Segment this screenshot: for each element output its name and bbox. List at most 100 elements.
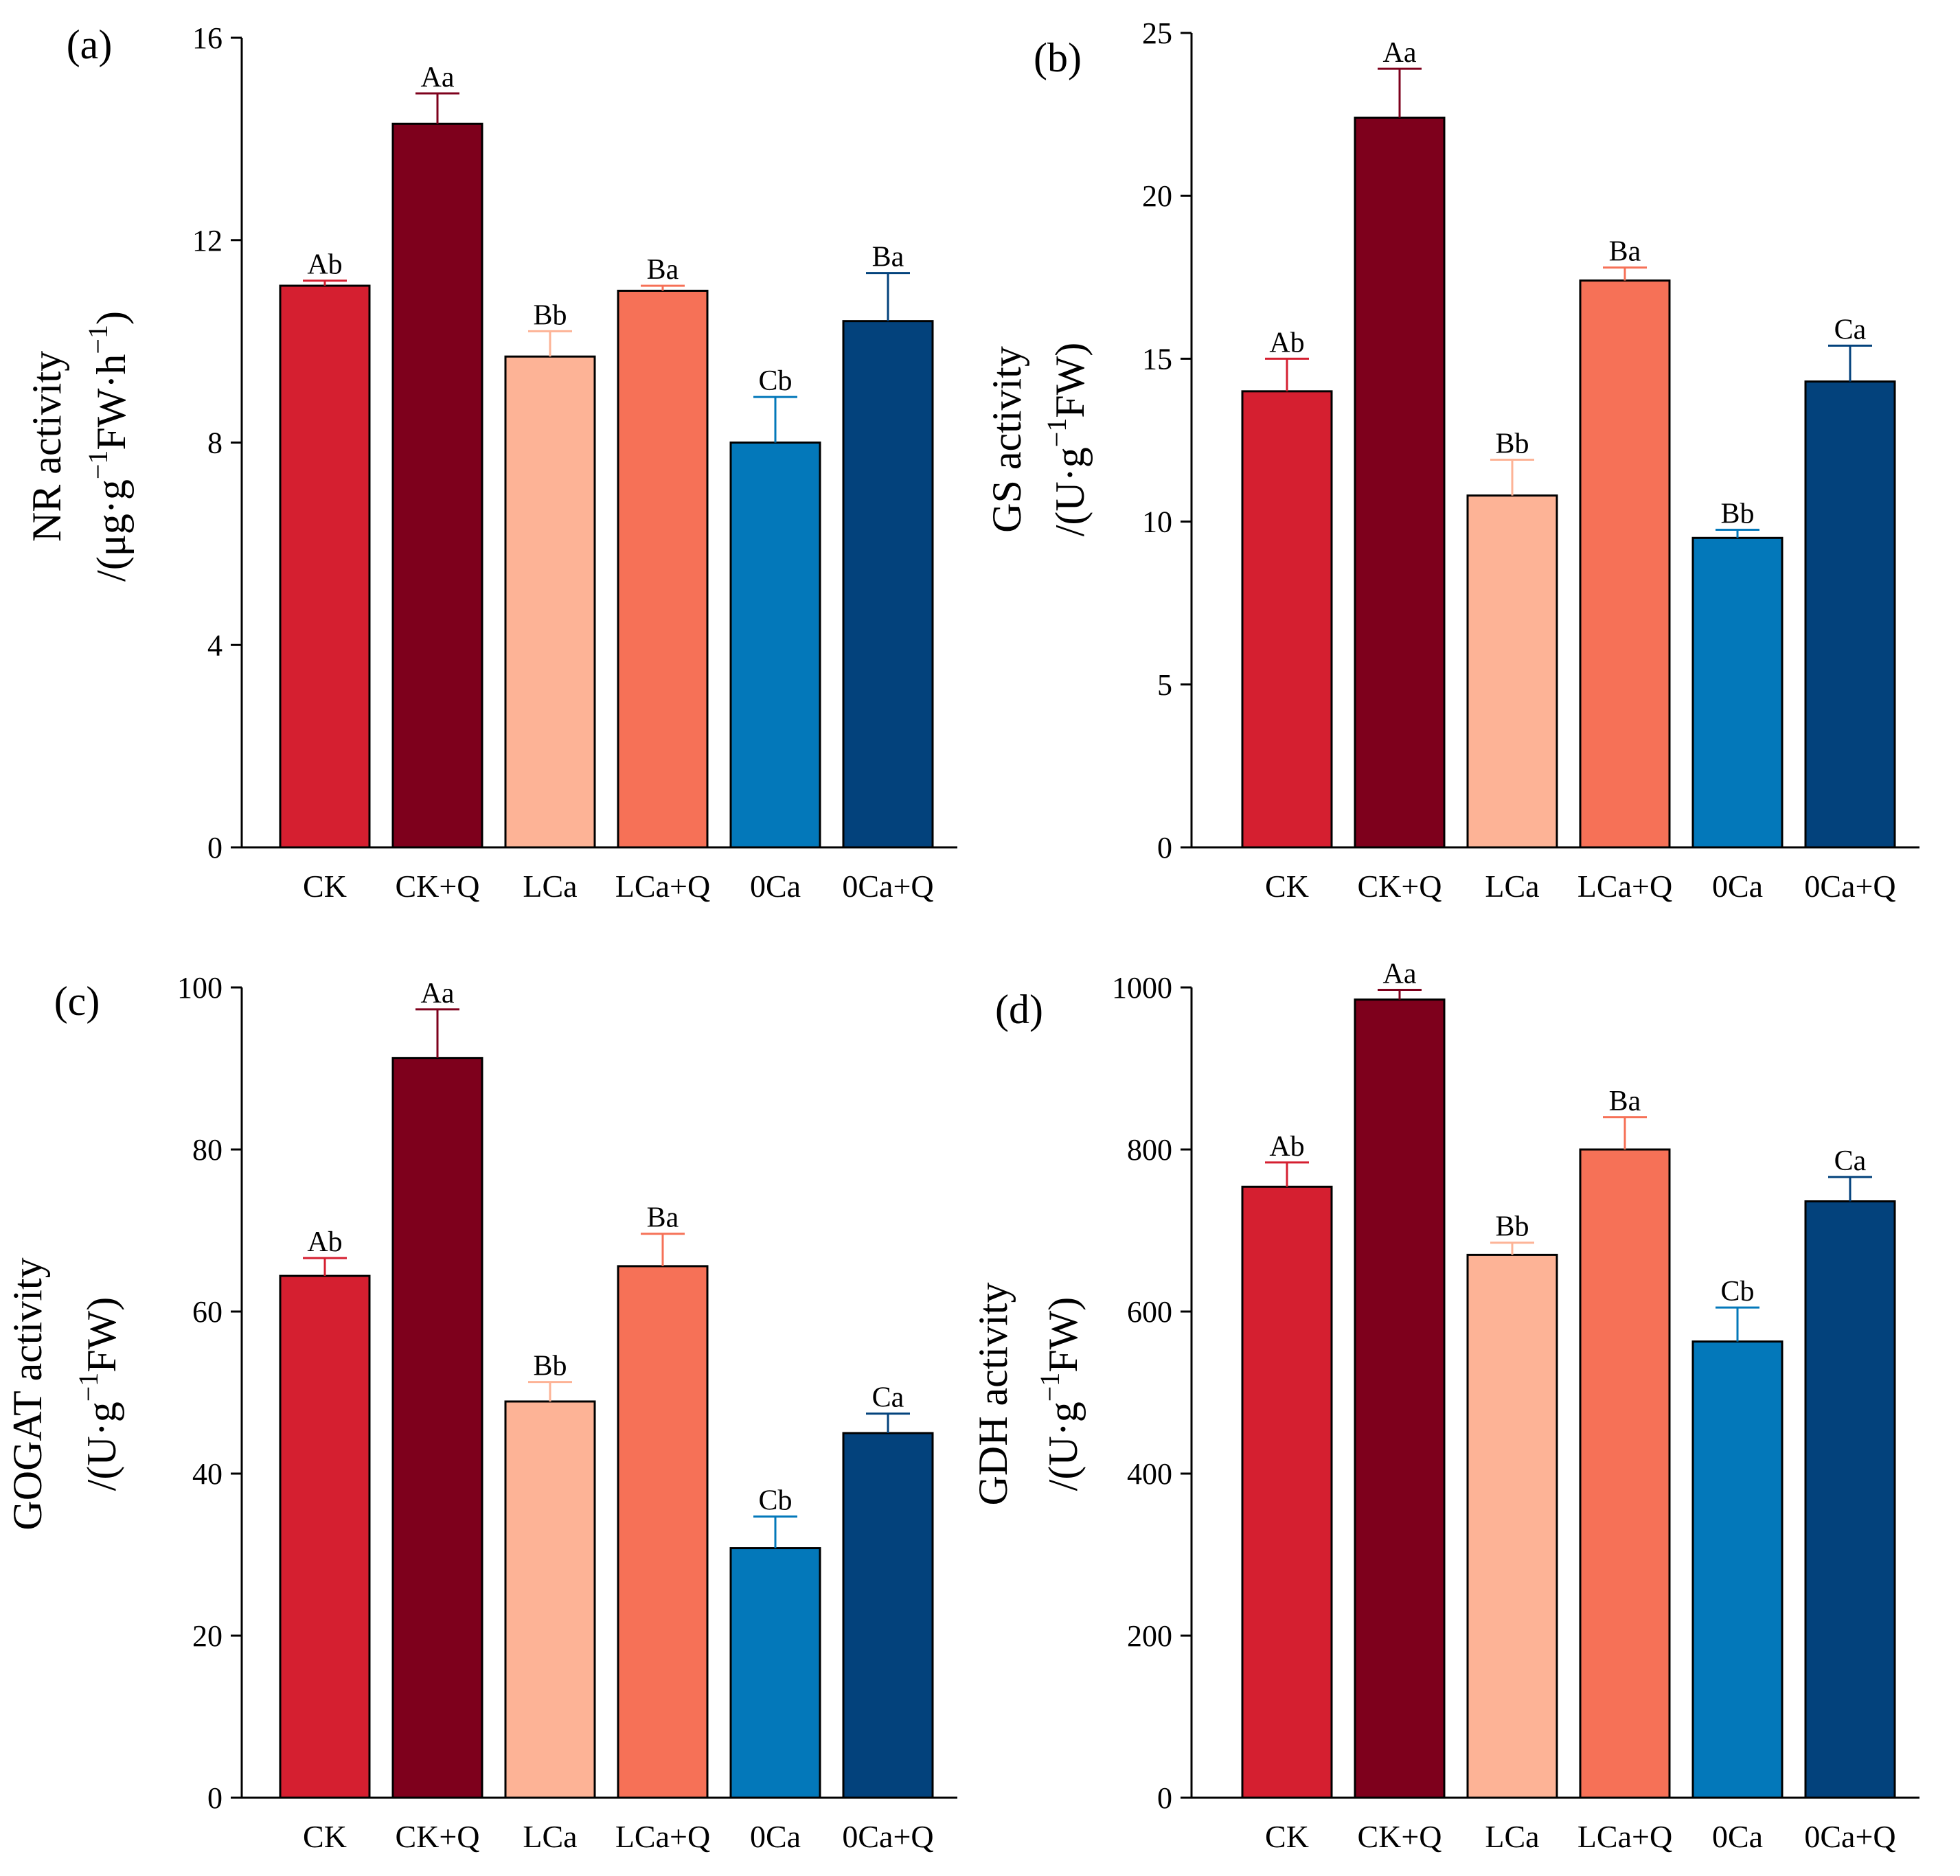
- category-label: LCa: [523, 869, 577, 904]
- category-label: LCa: [1485, 1819, 1539, 1854]
- bar-ck: [279, 1274, 371, 1799]
- y-tick-label: 0: [1157, 1781, 1172, 1815]
- chart-panel-b: 0 5 10 15 20 25 Ab CK Aa CK+Q Bb LCa Ba LCa+Q Bb 0Ca Ca 0…: [984, 16, 1919, 904]
- category-label: 0Ca: [1712, 869, 1763, 904]
- bar-0ca: [729, 442, 821, 849]
- significance-label: Bb: [533, 299, 567, 331]
- unit-part: FW·h: [89, 354, 134, 450]
- y-tick-label: 20: [1142, 179, 1172, 213]
- category-label: LCa+Q: [615, 1819, 710, 1854]
- y-axis-title: GS activity: [984, 346, 1029, 533]
- bar-0ca-q: [842, 1432, 934, 1799]
- significance-label: Aa: [1383, 37, 1417, 69]
- significance-label: Ca: [1834, 314, 1867, 345]
- significance-label: Ba: [872, 242, 904, 273]
- category-label: 0Ca+Q: [1804, 869, 1895, 904]
- y-tick-label: 5: [1157, 668, 1172, 702]
- y-tick-label: 400: [1127, 1457, 1172, 1491]
- category-label: CK: [1265, 1819, 1309, 1854]
- unit-part: FW): [79, 1297, 124, 1373]
- y-tick-label: 0: [207, 831, 223, 865]
- chart-panel-a: 0 4 8 12 16 Ab CK Aa CK+Q Bb LCa Ba LCa+Q Cb 0Ca Ba 0Ca+…: [24, 21, 957, 904]
- y-tick-label: 0: [1157, 831, 1172, 865]
- bar-lca: [504, 1400, 596, 1799]
- category-label: LCa+Q: [1577, 869, 1672, 904]
- y-tick-label: 16: [192, 21, 223, 55]
- bar-lca-q: [617, 289, 709, 849]
- bar-0ca: [1691, 536, 1784, 849]
- panel-label: (a): [67, 22, 113, 67]
- unit-part: FW): [1047, 343, 1093, 418]
- bar-lca: [504, 355, 596, 849]
- category-label: CK+Q: [1357, 869, 1441, 904]
- bar-ck-q: [391, 1057, 483, 1799]
- bar-0ca-q: [1804, 1200, 1896, 1799]
- y-tick-label: 80: [192, 1133, 223, 1167]
- bar-lca: [1466, 494, 1558, 849]
- unit-part: /(U·g: [1047, 447, 1093, 536]
- y-tick-label: 40: [192, 1457, 223, 1491]
- y-tick-label: 10: [1142, 505, 1172, 539]
- category-label: 0Ca+Q: [842, 1819, 933, 1854]
- unit-part: /(U·g: [79, 1402, 124, 1491]
- category-label: 0Ca+Q: [1804, 1819, 1895, 1854]
- category-label: CK: [303, 869, 347, 904]
- bar-lca: [1466, 1253, 1558, 1799]
- bar-ck-q: [391, 122, 483, 849]
- bar-ck-q: [1354, 116, 1446, 849]
- category-label: 0Ca+Q: [842, 869, 933, 904]
- y-axis-unit: /(U·g−1FW): [1034, 1297, 1086, 1491]
- y-tick-label: 25: [1142, 16, 1172, 50]
- chart-panel-c: 0 20 40 60 80 100 Ab CK Aa CK+Q Bb LCa Ba LCa+Q Cb 0Ca C…: [5, 971, 957, 1854]
- category-label: 0Ca: [750, 869, 801, 904]
- bar-ck: [1241, 390, 1333, 849]
- significance-label: Aa: [421, 978, 455, 1009]
- significance-label: Ba: [647, 1202, 679, 1234]
- significance-label: Ba: [1609, 236, 1641, 268]
- y-tick-label: 100: [177, 971, 223, 1005]
- unit-superscript: −1: [82, 450, 113, 480]
- category-label: 0Ca: [1712, 1819, 1763, 1854]
- y-axis-unit: /(μg·g−1FW·h−1): [82, 311, 134, 582]
- significance-label: Cb: [758, 1485, 792, 1517]
- bar-0ca-q: [842, 320, 934, 849]
- category-label: 0Ca: [750, 1819, 801, 1854]
- category-label: CK: [1265, 869, 1309, 904]
- significance-label: Ab: [1269, 327, 1304, 358]
- y-axis-title: GOGAT activity: [5, 1257, 50, 1530]
- significance-label: Cb: [758, 365, 792, 397]
- bar-ck: [279, 284, 371, 849]
- significance-label: Bb: [1495, 1211, 1529, 1243]
- y-tick-label: 12: [192, 224, 223, 258]
- category-label: CK: [303, 1819, 347, 1854]
- unit-superscript: −1: [1041, 418, 1072, 448]
- y-tick-label: 60: [192, 1295, 223, 1329]
- category-label: LCa: [523, 1819, 577, 1854]
- bar-ck-q: [1354, 998, 1446, 1799]
- y-tick-label: 600: [1127, 1295, 1172, 1329]
- significance-label: Cb: [1720, 1276, 1754, 1307]
- chart-panel-d: 0 200 400 600 800 1000 Ab CK Aa CK+Q Bb LCa Ba LCa+Q C…: [970, 959, 1919, 1854]
- y-tick-label: 0: [207, 1781, 223, 1815]
- category-label: LCa+Q: [1577, 1819, 1672, 1854]
- y-tick-label: 8: [207, 426, 223, 460]
- significance-label: Ba: [1609, 1086, 1641, 1117]
- significance-label: Bb: [533, 1351, 567, 1382]
- significance-label: Bb: [1495, 428, 1529, 459]
- significance-label: Bb: [1720, 498, 1754, 529]
- significance-label: Ca: [1834, 1145, 1867, 1177]
- bar-ck: [1241, 1185, 1333, 1799]
- y-axis-title: GDH activity: [970, 1283, 1016, 1506]
- y-axis-unit: /(U·g−1FW): [73, 1297, 124, 1491]
- category-label: CK+Q: [1357, 1819, 1441, 1854]
- y-tick-label: 4: [207, 628, 223, 662]
- y-axis-title: NR activity: [24, 351, 69, 542]
- unit-part: FW): [1040, 1297, 1086, 1373]
- unit-superscript: −1: [82, 325, 113, 354]
- unit-part: ): [89, 311, 134, 325]
- significance-label: Ab: [307, 1226, 342, 1258]
- y-tick-label: 15: [1142, 342, 1172, 376]
- y-tick-label: 1000: [1112, 971, 1172, 1005]
- category-label: LCa+Q: [615, 869, 710, 904]
- bar-0ca-q: [1804, 380, 1896, 849]
